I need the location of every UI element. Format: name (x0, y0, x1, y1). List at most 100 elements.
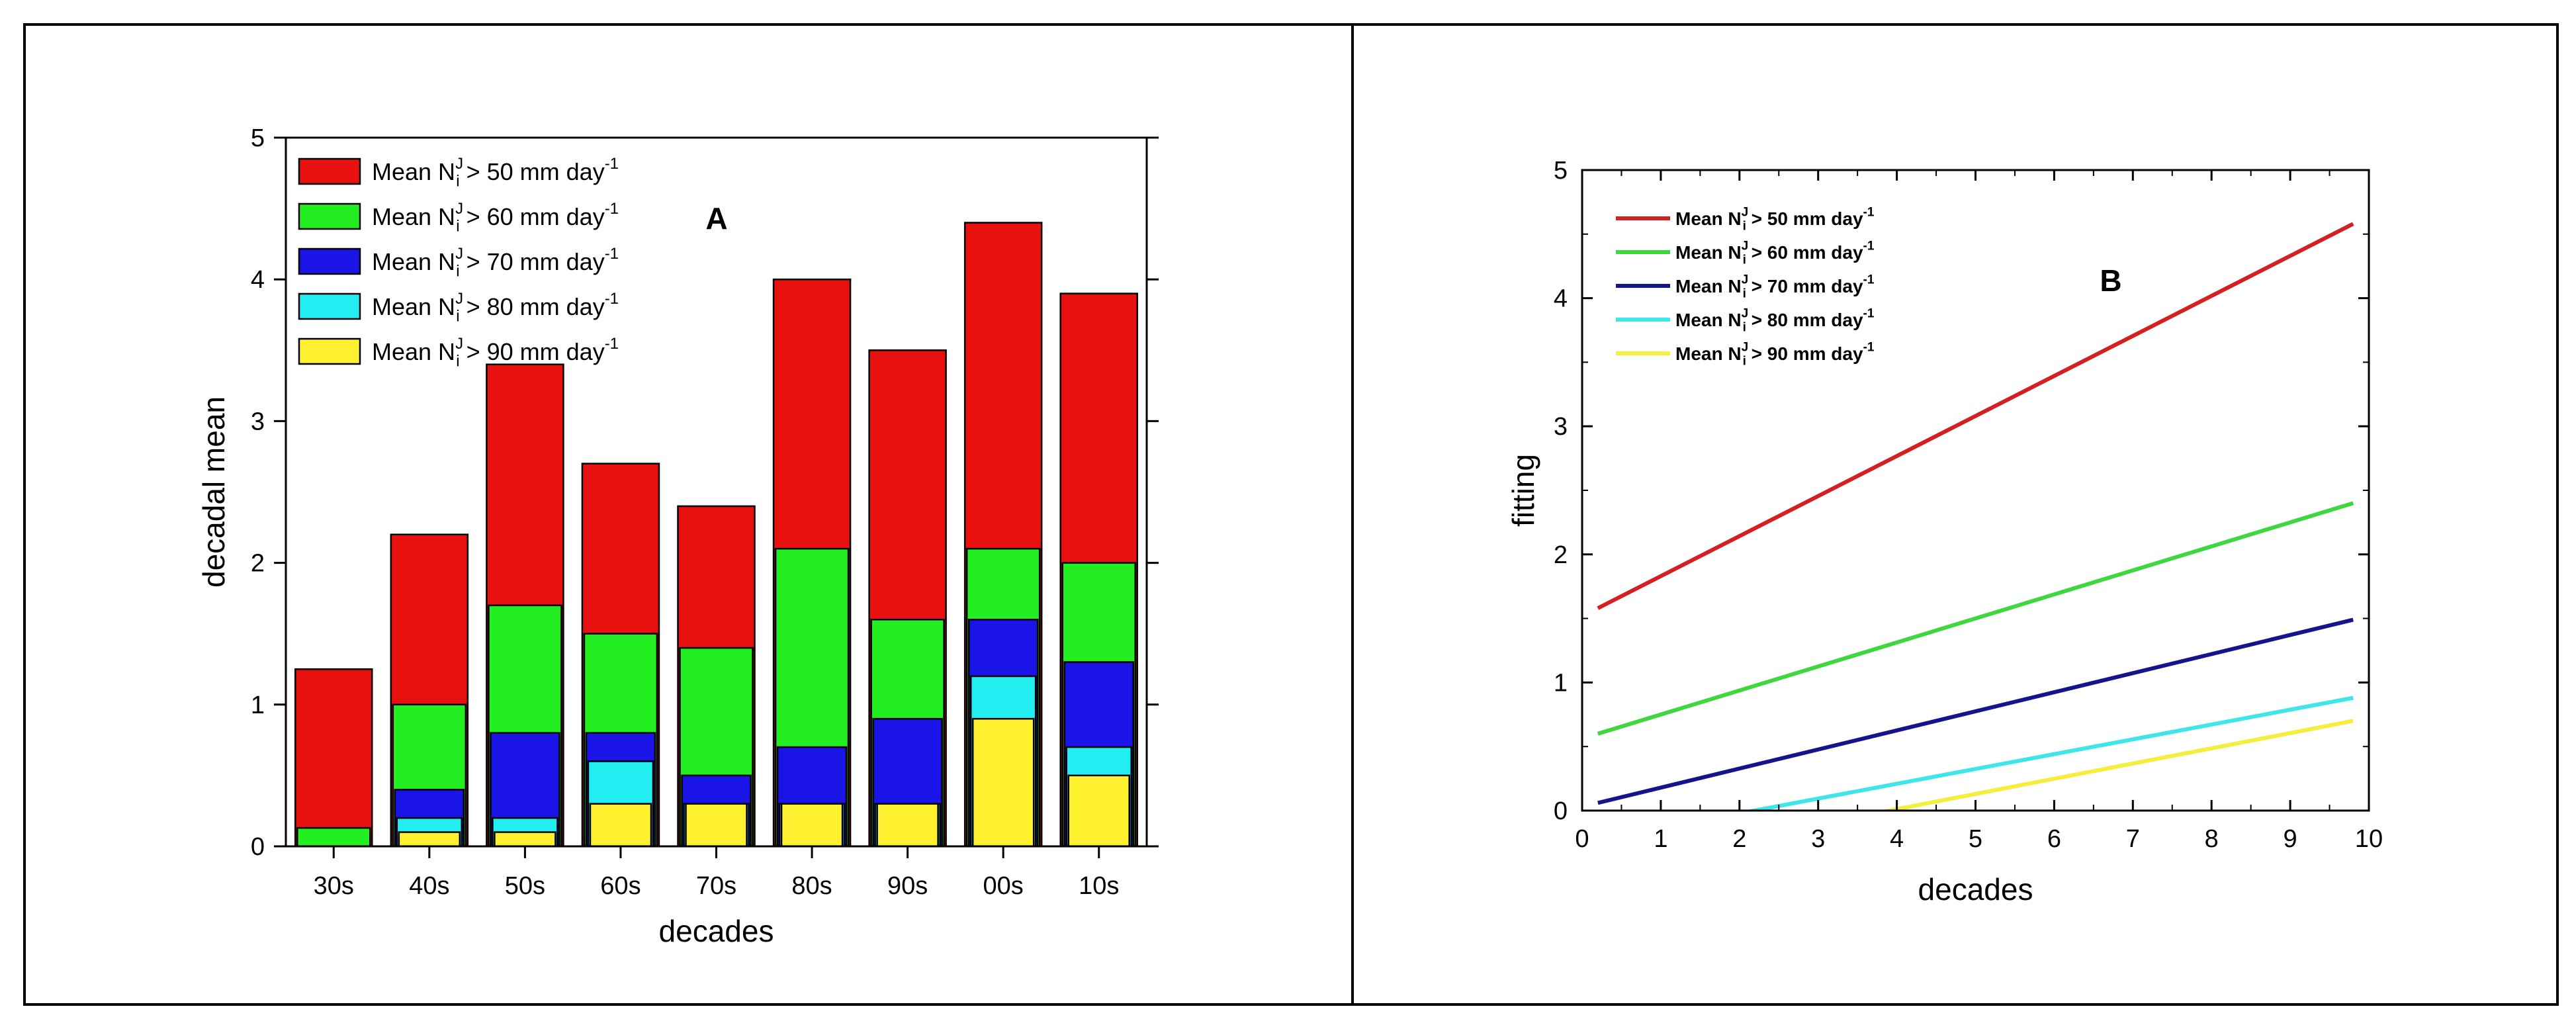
bar-50s-series-5 (494, 831, 556, 848)
legend-a-3-suffix-sup: -1 (605, 245, 619, 263)
legend-a-3-label: Mean NJ i > 70 mm day-1 (372, 245, 619, 280)
legend-a-4-name: Mean N (372, 293, 455, 320)
legend-a-2-sup: J (455, 200, 463, 218)
legend-b-1-name: Mean N (1675, 208, 1742, 229)
legend-a-1-sub: i (456, 173, 459, 191)
x-tick-label-b: 5 (1969, 825, 1982, 853)
series-line-b-5 (1879, 719, 2354, 811)
legend-b-3-sub: i (1743, 287, 1746, 301)
bar-80s-series-5 (780, 803, 844, 848)
bar-90s-series-5 (876, 803, 939, 848)
series-line-b-4 (1744, 695, 2354, 811)
legend-a-5-sup: J (455, 335, 463, 353)
legend-b-3-name: Mean N (1675, 276, 1742, 296)
bar-60s-series-5 (589, 803, 652, 848)
legend-swatch-a-2 (298, 202, 361, 230)
legend-a-1-suffix: > 50 mm day (460, 158, 605, 185)
y-tick-label-b: 1 (1554, 669, 1568, 697)
legend-a-2-name: Mean N (372, 203, 455, 230)
legend-a-5-label: Mean NJ i > 90 mm day-1 (372, 335, 619, 370)
y-tick-label-a: 1 (251, 691, 265, 719)
bar-30s-series-2 (296, 826, 371, 848)
x-tick-label-a: 40s (409, 872, 449, 900)
x-tick-label-b: 4 (1890, 825, 1904, 853)
y-tick-label-a: 2 (251, 550, 265, 578)
chart-a: 0 1 2 3 4 5 30s 40s 50s 60s 70s 80s 90s 00s 10s decades… (197, 124, 1159, 948)
series-line-b-1 (1597, 222, 2354, 610)
x-tick-label-a: 70s (696, 872, 736, 900)
x-tick-label-a: 00s (983, 872, 1024, 900)
x-tick-label-b: 3 (1811, 825, 1825, 853)
legend-a-1-name: Mean N (372, 158, 455, 185)
legend-b-4-suffix: > 80 mm day (1746, 310, 1863, 330)
x-tick-label-a: 90s (887, 872, 928, 900)
legend-b-5-label: Mean NJ i > 90 mm day-1 (1675, 341, 1875, 369)
panel-label-b: B (2100, 263, 2121, 298)
legend-a-5-sub: i (456, 353, 459, 371)
panel-b-frame (1351, 23, 2559, 1006)
legend-b-4-sup: J (1742, 307, 1749, 321)
legend-b-3-suffix-sup: -1 (1863, 273, 1875, 287)
bar-40s-series-5 (398, 831, 461, 848)
x-axis-label-b: decades (1918, 872, 2033, 907)
y-axis-label-a: decadal mean (197, 396, 231, 588)
legend-a-4-suffix-sup: -1 (605, 290, 619, 308)
legend-b-4-label: Mean NJ i > 80 mm day-1 (1675, 307, 1875, 335)
legend-a-2-suffix: > 60 mm day (460, 203, 605, 230)
x-tick-label-b: 8 (2205, 825, 2219, 853)
legend-a-4-suffix: > 80 mm day (460, 293, 605, 320)
x-tick-label-a: 60s (600, 872, 641, 900)
x-axis-label-a: decades (659, 914, 774, 948)
legend-b-5-sub: i (1743, 355, 1746, 369)
legend-a-4-sub: i (456, 308, 459, 326)
legend-a-4-label: Mean NJ i > 80 mm day-1 (372, 290, 619, 325)
legend-a-4-sup: J (455, 290, 463, 308)
legend-b-4-suffix-sup: -1 (1863, 307, 1875, 321)
legend-a-1-suffix-sup: -1 (605, 155, 619, 173)
y-tick-label-b: 0 (1554, 797, 1568, 825)
x-tick-label-b: 9 (2284, 825, 2297, 853)
series-line-b-3 (1597, 617, 2354, 805)
legend-b-4-sub: i (1743, 321, 1746, 335)
y-axis-label-b: fitting (1506, 454, 1540, 527)
y-tick-label-b: 5 (1554, 157, 1568, 185)
y-tick-label-a: 5 (251, 124, 265, 152)
legend-swatch-a-5 (298, 337, 361, 365)
y-tick-label-b: 3 (1554, 413, 1568, 441)
legend-b-4-name: Mean N (1675, 310, 1742, 330)
x-tick-label-a: 10s (1079, 872, 1119, 900)
legend-b-2-suffix: > 60 mm day (1746, 242, 1863, 263)
plot-area-b (1581, 169, 2370, 812)
legend-b-2-suffix-sup: -1 (1863, 240, 1875, 253)
legend-b-3-label: Mean NJ i > 70 mm day-1 (1675, 273, 1875, 301)
bar-10s-series-5 (1067, 774, 1130, 848)
legend-b-1-label: Mean NJ i > 50 mm day-1 (1675, 206, 1875, 234)
legend-a-3-suffix: > 70 mm day (460, 248, 605, 275)
x-tick-label-a: 80s (791, 872, 832, 900)
y-tick-label-a: 0 (251, 833, 265, 861)
x-tick-label-b: 6 (2047, 825, 2061, 853)
legend-b-1-suffix-sup: -1 (1863, 206, 1875, 220)
legend-b-1-sub: i (1743, 220, 1746, 234)
legend-b-2-sup: J (1742, 240, 1749, 253)
x-tick-label-b: 0 (1575, 825, 1589, 853)
x-tick-label-a: 30s (314, 872, 354, 900)
y-tick-label-b: 2 (1554, 541, 1568, 569)
bar-70s-series-5 (685, 803, 748, 848)
legend-b-3-sup: J (1742, 273, 1749, 287)
panel-label-a: A (705, 201, 727, 236)
legend-b-3-suffix: > 70 mm day (1746, 276, 1863, 296)
bar-30s-series-1 (294, 668, 373, 848)
x-tick-label-b: 2 (1732, 825, 1746, 853)
legend-a-5-suffix-sup: -1 (605, 335, 619, 353)
legend-b-5-name: Mean N (1675, 343, 1742, 364)
legend-b-2-label: Mean NJ i > 60 mm day-1 (1675, 240, 1875, 267)
legend-b-5-suffix: > 90 mm day (1746, 343, 1863, 364)
x-tick-label-b: 10 (2355, 825, 2383, 853)
legend-a-3-name: Mean N (372, 248, 455, 275)
legend-a-2-label: Mean NJ i > 60 mm day-1 (372, 200, 619, 235)
y-tick-label-a: 4 (251, 266, 265, 294)
legend-b-2-sub: i (1743, 253, 1746, 267)
